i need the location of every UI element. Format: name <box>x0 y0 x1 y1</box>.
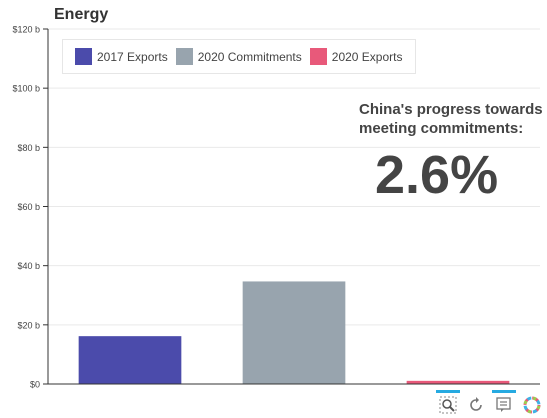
zoom-active-indicator <box>436 390 460 393</box>
chart-legend: 2017 Exports 2020 Commitments 2020 Expor… <box>62 39 416 74</box>
legend-item-2017-exports[interactable]: 2017 Exports <box>75 48 168 65</box>
y-tick-label: $40 b <box>17 261 40 271</box>
progress-value: 2.6% <box>375 145 499 205</box>
legend-label: 2020 Commitments <box>197 49 302 64</box>
legend-swatch <box>309 48 327 65</box>
hover-icon[interactable] <box>494 394 514 416</box>
progress-label-line-2: meeting commitments: <box>359 120 524 137</box>
progress-label: China's progress towards meeting commitm… <box>359 100 543 138</box>
progress-label-line-1: China's progress towards <box>359 101 543 118</box>
y-tick-label: $0 <box>30 380 40 390</box>
y-tick-label: $60 b <box>17 202 40 212</box>
bar-2017-exports[interactable] <box>78 336 182 385</box>
legend-swatch <box>175 48 193 65</box>
zoom-icon[interactable] <box>438 394 458 416</box>
y-tick-label: $120 b <box>12 25 40 35</box>
chart-title: Energy <box>54 6 109 23</box>
bar-2020-commitments[interactable] <box>242 281 346 385</box>
chart-toolbar <box>434 390 547 418</box>
y-tick-label: $80 b <box>17 143 40 153</box>
hover-active-indicator <box>492 390 516 393</box>
legend-item-2020-commitments[interactable]: 2020 Commitments <box>175 48 302 65</box>
y-tick-label: $100 b <box>12 84 40 94</box>
reset-icon[interactable] <box>466 394 486 416</box>
y-tick-label: $20 b <box>17 320 40 330</box>
legend-label: 2020 Exports <box>331 49 403 64</box>
legend-item-2020-exports[interactable]: 2020 Exports <box>309 48 403 65</box>
logo-icon[interactable] <box>522 394 542 416</box>
legend-label: 2017 Exports <box>97 49 168 64</box>
legend-swatch <box>75 48 92 65</box>
